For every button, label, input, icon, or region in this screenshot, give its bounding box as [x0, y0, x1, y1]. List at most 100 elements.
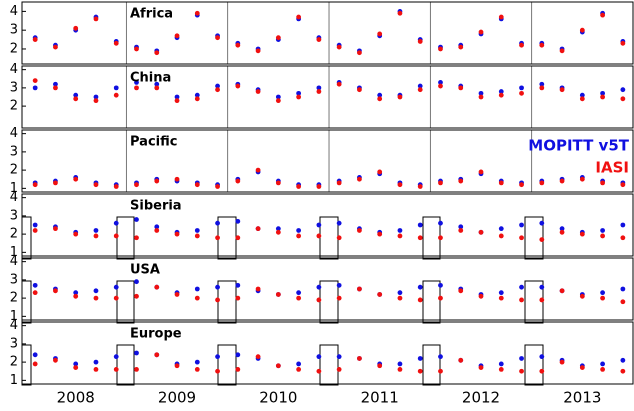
x-tick-label: 2008	[57, 389, 95, 407]
data-point	[32, 282, 38, 288]
data-point	[194, 92, 200, 98]
data-point	[539, 42, 545, 48]
box	[21, 344, 32, 386]
data-point	[235, 235, 241, 241]
y-tick-label: 2	[10, 291, 18, 306]
data-point	[296, 228, 302, 233]
data-point	[559, 359, 565, 365]
data-point	[275, 35, 281, 41]
data-point	[194, 295, 200, 301]
data-point	[73, 365, 79, 370]
data-point	[417, 184, 423, 189]
data-point	[73, 361, 79, 367]
data-point	[620, 96, 626, 102]
data-point	[377, 231, 383, 237]
y-tick-label: 4	[10, 190, 18, 205]
data-point	[255, 226, 261, 232]
data-point	[154, 284, 160, 290]
box	[116, 344, 135, 386]
data-point	[519, 85, 524, 91]
box	[524, 344, 544, 386]
data-point	[235, 42, 241, 48]
data-point	[519, 368, 524, 374]
data-point	[438, 46, 443, 52]
data-point	[32, 182, 38, 188]
data-point	[174, 231, 180, 237]
data-point	[154, 50, 160, 56]
data-point	[275, 292, 281, 297]
legend-entry: IASI	[595, 159, 629, 177]
data-point	[174, 363, 180, 369]
data-point	[134, 85, 139, 91]
data-point	[296, 184, 302, 189]
data-point	[215, 368, 220, 374]
data-point	[539, 85, 545, 91]
data-point	[377, 169, 383, 175]
data-point	[478, 229, 484, 235]
data-point	[113, 233, 119, 239]
data-point	[53, 288, 58, 294]
data-point	[600, 12, 606, 18]
data-point	[579, 92, 585, 98]
panel-title: Pacific	[130, 135, 177, 150]
y-tick-label: 3	[10, 336, 18, 351]
data-point	[32, 78, 38, 83]
data-point	[93, 233, 99, 239]
data-point	[600, 94, 606, 100]
data-point	[620, 40, 626, 46]
data-point	[134, 80, 139, 85]
y-tick-label: 2	[10, 355, 18, 370]
data-point	[215, 220, 220, 226]
data-point	[438, 180, 443, 186]
panel-frame	[21, 257, 634, 321]
data-point	[93, 98, 99, 104]
data-point	[498, 295, 504, 301]
data-point	[194, 286, 200, 292]
panel-frame	[21, 129, 634, 193]
data-point	[539, 368, 545, 374]
y-tick-label: 2	[10, 163, 18, 178]
data-point	[336, 81, 342, 87]
data-point	[194, 233, 200, 239]
data-point	[600, 295, 606, 301]
data-point	[357, 176, 362, 182]
data-point	[600, 361, 606, 367]
data-point	[73, 176, 79, 182]
data-point	[154, 224, 160, 230]
data-point	[579, 231, 585, 237]
data-point	[498, 367, 504, 372]
data-point	[458, 85, 464, 91]
data-point	[296, 233, 302, 239]
y-tick-label: 2	[10, 41, 18, 56]
data-point	[579, 27, 585, 33]
data-point	[559, 229, 565, 235]
data-point	[113, 367, 119, 372]
data-point	[32, 290, 38, 296]
data-point	[438, 295, 443, 301]
data-point	[154, 81, 160, 87]
data-point	[215, 83, 220, 89]
box	[422, 216, 441, 260]
data-point	[519, 356, 524, 361]
data-point	[53, 44, 58, 50]
data-point	[620, 87, 626, 93]
data-point	[73, 25, 79, 31]
box	[319, 280, 339, 324]
x-tick-label: 2010	[259, 389, 297, 407]
data-point	[438, 282, 443, 288]
data-point	[316, 89, 322, 94]
data-point	[296, 90, 302, 96]
data-point	[134, 217, 139, 222]
data-point	[458, 44, 464, 50]
y-tick-label: 3	[10, 272, 18, 287]
data-point	[600, 90, 606, 96]
data-point	[296, 94, 302, 100]
data-point	[600, 290, 606, 296]
data-point	[458, 288, 464, 294]
data-point	[519, 235, 524, 241]
x-tick-label: 2009	[158, 389, 196, 407]
data-point	[255, 89, 261, 94]
data-point	[539, 180, 545, 186]
data-point	[275, 229, 281, 235]
data-point	[397, 94, 403, 100]
